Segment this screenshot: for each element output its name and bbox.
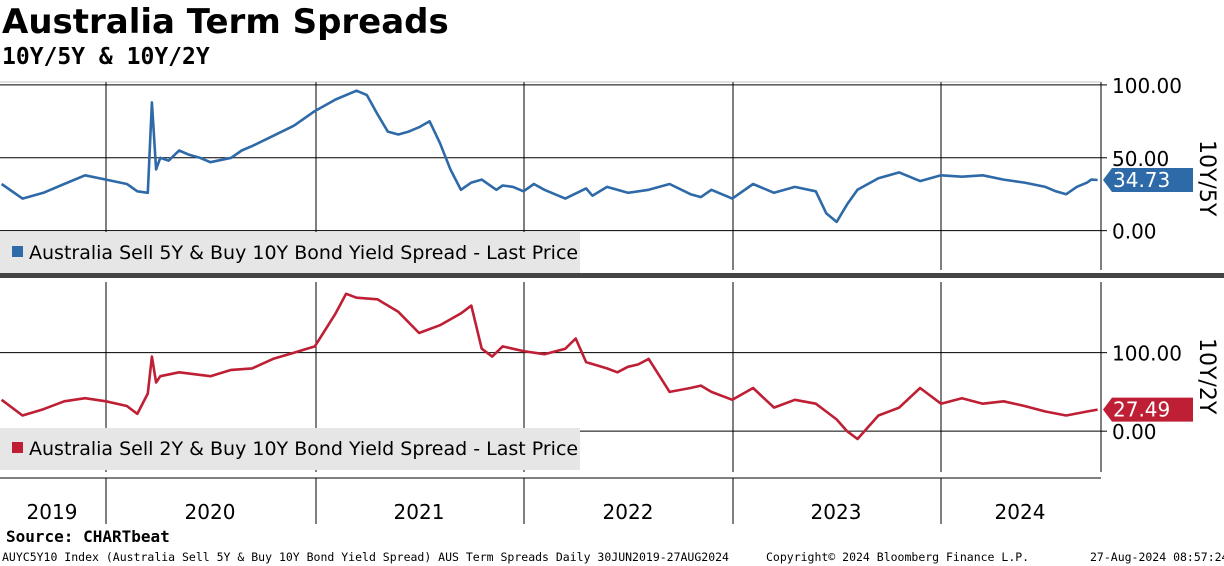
y-tick-label-1-3: 100.00 [1112,74,1182,98]
legend-label-1: Australia Sell 5Y & Buy 10Y Bond Yield S… [29,242,578,264]
y-tick-label-2-1: 0.00 [1112,420,1157,444]
legend-box-1 [0,232,580,274]
y-tick-label-1-1: 0.00 [1112,220,1157,244]
y-tick-label-1-2: 50.00 [1112,147,1169,171]
x-tick-label-2: 2020 [185,500,236,524]
last-value-label-2: 27.49 [1113,398,1170,422]
footer-info: AUYC5Y10 Index (Australia Sell 5Y & Buy … [2,550,729,564]
x-tick-label-3: 2021 [394,500,445,524]
axis-title-2: 10Y/2Y [1194,338,1219,415]
legend-swatch-2 [12,442,23,453]
y-tick-label-2-2: 100.00 [1112,342,1182,366]
footer-timestamp: 27-Aug-2024 08:57:24 [1090,550,1224,564]
axis-title-1: 10Y/5Y [1194,140,1219,217]
series-line-1 [0,89,1098,224]
x-tick-label-1: 2019 [27,500,78,524]
x-tick-label-5: 2023 [811,500,862,524]
last-value-tag-2 [1103,397,1193,422]
x-tick-label-4: 2022 [603,500,654,524]
series-line-2 [0,292,1098,441]
legend-swatch-1 [12,246,23,257]
page-title: Australia Term Spreads [2,2,449,42]
page-subtitle: 10Y/5Y & 10Y/2Y [2,44,210,70]
legend-label-2: Australia Sell 2Y & Buy 10Y Bond Yield S… [29,438,578,460]
last-value-tag-1 [1103,168,1193,193]
last-value-label-1: 34.73 [1113,168,1170,192]
panel-separator [0,273,1224,278]
source-text: Source: CHARTbeat [6,527,170,546]
footer-copyright: Copyright© 2024 Bloomberg Finance L.P. [766,550,1030,564]
legend-box-2 [0,428,580,470]
x-tick-label-6: 2024 [995,500,1046,524]
